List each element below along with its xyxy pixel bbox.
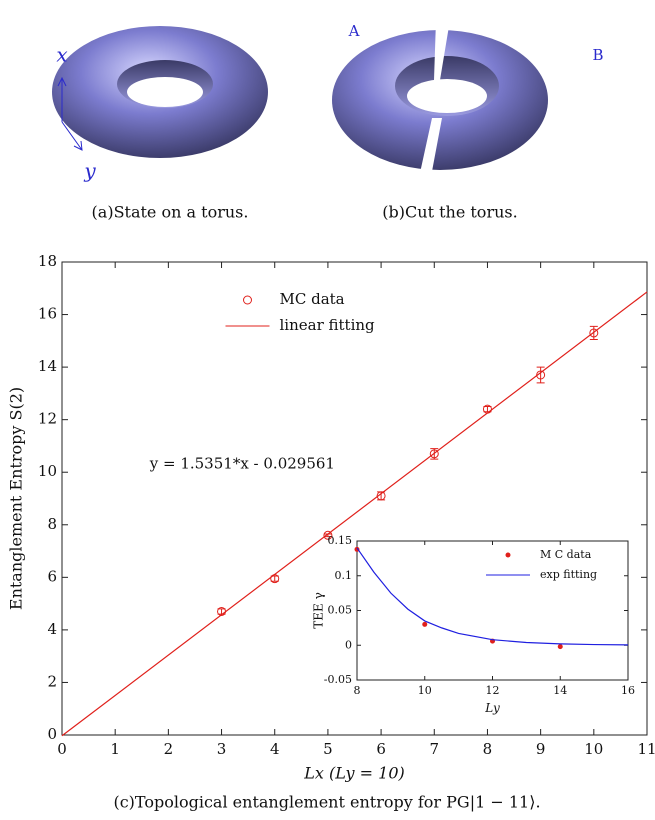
y-tick-label: 18 bbox=[38, 252, 57, 270]
y-tick-label: 16 bbox=[38, 305, 57, 323]
y-tick-label: 6 bbox=[47, 567, 57, 585]
data-point bbox=[323, 530, 333, 540]
axis-y-label: y bbox=[83, 159, 96, 183]
y-tick-label: 0.05 bbox=[328, 604, 353, 617]
y-tick-label: 0.15 bbox=[328, 534, 353, 547]
x-axis-title: Ly bbox=[484, 701, 500, 715]
x-tick-label: 16 bbox=[621, 684, 635, 697]
caption: (b)Cut the torus. bbox=[382, 203, 517, 222]
caption: (a)State on a torus. bbox=[92, 203, 249, 222]
torus-a bbox=[52, 26, 268, 158]
data-point bbox=[429, 449, 439, 459]
legend-label: M C data bbox=[540, 548, 592, 561]
x-tick-label: 3 bbox=[217, 740, 227, 758]
error-bar bbox=[536, 366, 545, 384]
y-tick-label: 2 bbox=[47, 672, 57, 690]
x-tick-label: 14 bbox=[553, 684, 567, 697]
fit-line bbox=[61, 291, 648, 737]
y-tick-label: 10 bbox=[38, 462, 57, 480]
data-point bbox=[589, 328, 599, 338]
fit-line bbox=[356, 547, 629, 646]
y-tick-label: -0.05 bbox=[324, 673, 352, 686]
x-tick-label: 6 bbox=[376, 740, 386, 758]
legend-label: linear fitting bbox=[280, 316, 376, 334]
axis-x-label: x bbox=[56, 43, 67, 67]
data-point bbox=[376, 491, 386, 501]
annotation: y = 1.5351*x - 0.029561 bbox=[149, 454, 335, 472]
x-tick-label: 7 bbox=[429, 740, 439, 758]
data-point bbox=[422, 621, 428, 627]
x-axis-title: Lx (Ly = 10) bbox=[303, 764, 405, 783]
x-tick-label: 10 bbox=[418, 684, 432, 697]
y-tick-label: 4 bbox=[47, 620, 57, 638]
y-tick-label: 0 bbox=[345, 638, 352, 651]
label-a: A bbox=[348, 22, 360, 40]
x-tick-label: 4 bbox=[270, 740, 280, 758]
caption: (c)Topological entanglement entropy for … bbox=[113, 793, 540, 812]
y-axis-title: TEE γ bbox=[312, 592, 326, 629]
label-b: B bbox=[592, 46, 603, 64]
plot-frame bbox=[356, 540, 629, 681]
legend-label: exp fitting bbox=[540, 568, 597, 581]
legend-swatch bbox=[505, 552, 511, 558]
axis-arrows bbox=[57, 76, 83, 151]
x-tick-label: 8 bbox=[483, 740, 493, 758]
y-tick-label: 0.1 bbox=[335, 569, 353, 582]
y-axis-title: Entanglement Entropy S(2) bbox=[7, 387, 26, 610]
y-tick-label: 8 bbox=[47, 515, 57, 533]
data-point bbox=[557, 644, 563, 650]
x-tick-label: 2 bbox=[164, 740, 174, 758]
legend-label: MC data bbox=[280, 290, 345, 308]
y-tick-label: 0 bbox=[47, 725, 57, 743]
legend-swatch bbox=[243, 295, 252, 305]
x-tick-label: 12 bbox=[486, 684, 500, 697]
y-tick-label: 14 bbox=[38, 357, 57, 375]
x-tick-label: 10 bbox=[584, 740, 603, 758]
x-tick-label: 0 bbox=[57, 740, 67, 758]
y-tick-label: 12 bbox=[38, 410, 57, 428]
x-tick-label: 5 bbox=[323, 740, 333, 758]
x-tick-label: 9 bbox=[536, 740, 546, 758]
torus-b bbox=[332, 20, 548, 182]
x-tick-label: 11 bbox=[637, 740, 655, 758]
x-tick-label: 1 bbox=[110, 740, 120, 758]
x-tick-label: 8 bbox=[354, 684, 361, 697]
